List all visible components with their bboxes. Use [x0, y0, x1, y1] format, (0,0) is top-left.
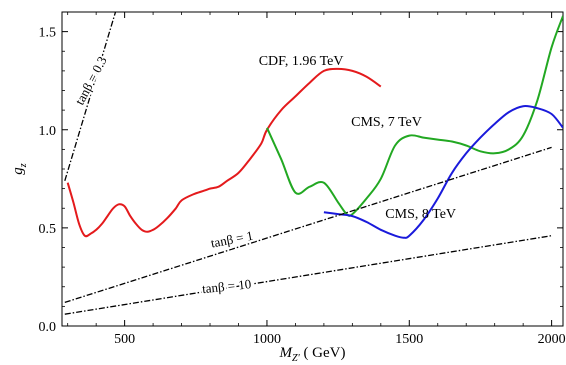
x-tick-label: 1000 — [253, 332, 281, 347]
y-tick-label: 1.0 — [39, 124, 57, 139]
series-line-1 — [266, 15, 563, 217]
series-line-5 — [64, 235, 552, 315]
series-layer — [64, 12, 563, 315]
series-line-4 — [64, 146, 552, 304]
y-tick-label: 1.5 — [39, 26, 57, 41]
series-label-1: CMS, 7 TeV — [351, 115, 422, 130]
series-line-0 — [66, 67, 382, 238]
x-axis-title: MZ' ( GeV) — [278, 345, 345, 364]
axes: 500 1000 1500 2000 0.0 0.5 1.0 1.5 MZ' ( GeV) gz — [10, 11, 566, 364]
series-line-3 — [64, 12, 117, 181]
x-tick-label: 1500 — [395, 332, 423, 347]
series-label-3: tanβ = 0.3 — [72, 54, 110, 107]
y-axis-title: gz — [10, 163, 29, 175]
x-tick-label: 2000 — [538, 332, 566, 347]
series-label-5: tanβ = 10 — [201, 276, 252, 296]
x-tick-label: 500 — [114, 332, 135, 347]
series-line-2 — [323, 105, 563, 239]
series-label-0: CDF, 1.96 TeV — [259, 54, 344, 69]
y-tick-label: 0.5 — [39, 222, 57, 237]
y-tick-label: 0.0 — [39, 320, 57, 335]
series-label-4: tanβ = 1 — [209, 228, 254, 251]
series-label-2: CMS, 8 TeV — [385, 207, 456, 222]
